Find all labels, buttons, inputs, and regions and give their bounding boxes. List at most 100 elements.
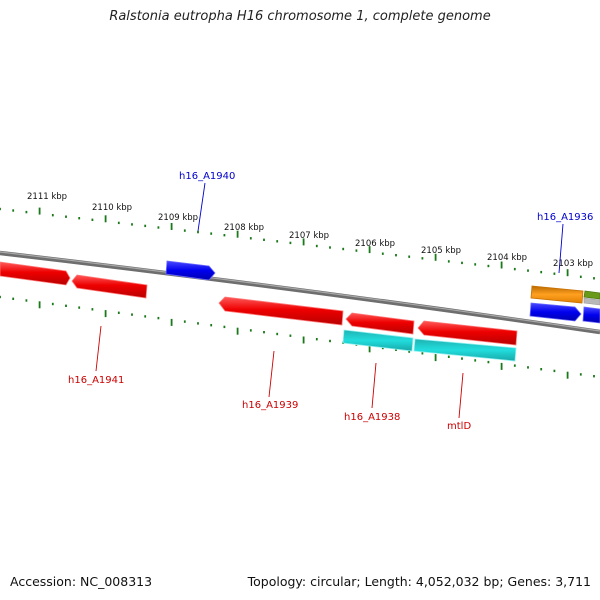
minor-tick [276,332,279,336]
scale-label-2105: 2105 kbp [421,246,461,256]
major-tick [104,310,107,318]
major-tick [170,318,173,326]
minor-tick [183,320,186,323]
scale-label-2111: 2111 kbp [27,192,67,202]
minor-tick [513,267,516,271]
minor-tick [289,241,292,245]
minor-tick [276,240,279,243]
leader-h16-A1936 [558,223,564,274]
major-tick [170,223,173,230]
label-h16-A1939[interactable]: h16_A1939 [242,400,298,411]
minor-tick [289,334,292,337]
gene-olive[interactable] [583,290,600,306]
major-tick [500,362,503,370]
minor-tick [421,352,424,355]
minor-tick [381,252,384,255]
minor-tick [144,315,147,318]
minor-tick [461,357,463,360]
minor-tick [263,238,265,241]
major-tick [302,238,305,246]
minor-tick [513,364,516,367]
minor-tick [144,224,147,228]
minor-tick [51,302,54,306]
chromosome-backbone [0,250,600,335]
minor-tick [12,297,15,300]
gene-h16-A1936[interactable] [529,302,582,322]
minor-tick [0,207,1,211]
major-tick [236,230,239,238]
gene-h16-A1938-upper[interactable] [345,312,415,335]
major-tick [434,253,437,261]
gene-h16-A1941-partial[interactable] [0,261,71,286]
minor-tick [249,237,252,240]
genome-summary: Topology: circular; Length: 4,052,032 bp… [247,574,591,589]
minor-tick [197,230,199,234]
scale-track-upper [0,207,595,280]
minor-tick [210,324,213,327]
minor-tick [25,210,28,214]
scale-label-2109: 2109 kbp [158,213,198,223]
gene-orange[interactable] [530,285,584,304]
label-h16-A1938[interactable]: h16_A1938 [344,412,400,423]
scale-label-2107: 2107 kbp [289,231,329,241]
label-h16-A1941[interactable]: h16_A1941 [68,375,124,386]
minor-tick [421,257,424,260]
gene-h16-A1939[interactable] [218,296,344,326]
minor-tick [12,209,15,212]
minor-tick [553,272,556,275]
leader-h16-A1939 [268,350,275,398]
minor-tick [131,223,133,226]
label-h16-A1940[interactable]: h16_A1940 [179,171,235,182]
minor-tick [329,246,331,249]
gene-h16-A1941[interactable] [71,274,148,299]
minor-tick [593,277,595,280]
minor-tick [78,306,81,309]
leader-mtlD [458,372,464,419]
minor-tick [593,375,595,378]
gene-h16-A1938[interactable] [342,329,414,352]
minor-tick [540,368,543,371]
major-tick [302,336,305,344]
minor-tick [527,269,529,272]
major-tick [500,261,503,269]
minor-tick [355,249,358,252]
gene-edge-blue[interactable] [582,306,600,324]
minor-tick [117,221,120,225]
minor-tick [223,234,226,237]
major-tick [566,269,569,277]
minor-tick [223,325,226,329]
minor-tick [210,232,213,235]
minor-tick [527,366,529,369]
scale-label-2108: 2108 kbp [224,223,264,233]
minor-tick [65,304,67,307]
scale-labels: 2111 kbp 2110 kbp 2109 kbp 2108 kbp 2107… [27,192,593,269]
minor-tick [131,313,133,316]
major-tick [236,327,239,335]
major-tick [368,345,371,353]
gene-mtlD[interactable] [417,320,518,346]
minor-tick [474,359,477,362]
minor-tick [183,229,186,232]
minor-tick [197,322,199,325]
gene-h16-A1940[interactable] [165,260,216,281]
label-h16-A1936[interactable]: h16_A1936 [537,212,593,223]
minor-tick [579,373,582,376]
label-mtlD[interactable]: mtlD [447,421,471,432]
scale-label-2104: 2104 kbp [487,253,527,263]
major-tick [566,371,569,379]
minor-tick [329,339,331,343]
major-tick [38,301,41,309]
scale-label-2110: 2110 kbp [92,203,132,213]
minor-tick [0,295,1,299]
minor-tick [263,331,265,334]
minor-tick [315,244,318,248]
minor-tick [342,247,345,251]
minor-tick [408,255,411,258]
minor-tick [315,338,318,341]
minor-tick [487,264,490,268]
major-tick [38,207,41,215]
gene-mtlD-cyan[interactable] [413,338,517,362]
minor-tick [51,214,54,217]
minor-tick [91,308,94,311]
